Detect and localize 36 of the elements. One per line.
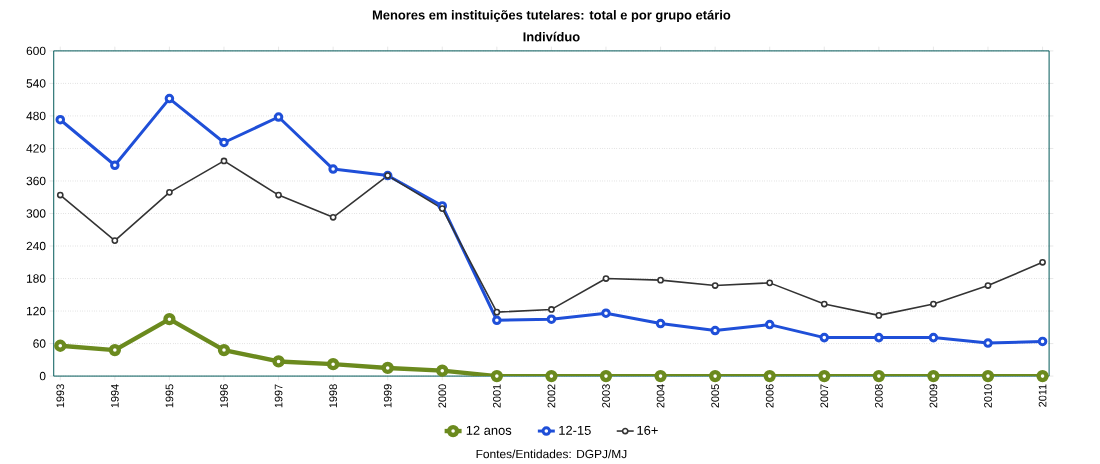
x-tick-label: 1994 [110, 384, 119, 408]
text: Fontes/Entidades: DGPJ/MJ [476, 449, 627, 459]
legend-label: 16+ [637, 425, 658, 436]
y-tick-label: 540 [26, 79, 46, 88]
y-tick-label: 120 [26, 306, 46, 316]
y-tick-label: 300 [26, 209, 46, 218]
x-tick-label: 2001 [492, 384, 501, 408]
chart-subtitle: Indivíduo [523, 31, 580, 42]
legend-label: 12-15 [559, 425, 591, 436]
x-tick-label: 2002 [547, 384, 556, 408]
y-tick-label: 180 [26, 274, 46, 283]
x-tick-label: 1995 [165, 384, 174, 408]
x-tick-label: 2006 [765, 384, 774, 408]
y-tick-label: 60 [33, 339, 46, 348]
y-tick-label: 480 [26, 111, 46, 121]
y-tick-label: 360 [26, 176, 46, 186]
x-tick-label: 1999 [383, 384, 392, 408]
y-tick-label: 240 [26, 241, 46, 251]
x-tick-label: 1996 [220, 384, 228, 408]
x-tick-label: 2003 [602, 384, 610, 408]
legend-label: 12 anos [466, 425, 512, 436]
x-tick-label: 2008 [874, 384, 883, 408]
y-tick-label: 0 [39, 372, 46, 381]
x-tick-label: 2009 [929, 384, 938, 408]
y-tick-label: 600 [26, 46, 46, 56]
x-tick-label: 2005 [711, 384, 719, 408]
x-tick-label: 2010 [984, 384, 992, 408]
x-tick-label: 2007 [820, 384, 829, 408]
x-tick-label: 1998 [329, 384, 337, 408]
x-tick-label: 2011 [1038, 384, 1047, 407]
y-tick-label: 420 [26, 144, 46, 153]
x-tick-label: 1993 [56, 384, 65, 408]
x-tick-label: 2004 [656, 384, 665, 408]
x-tick-label: 2000 [438, 384, 447, 408]
chart-title: Menores em instituições tutelares: total e por grupo etário [372, 10, 731, 23]
x-tick-label: 1997 [274, 384, 283, 408]
